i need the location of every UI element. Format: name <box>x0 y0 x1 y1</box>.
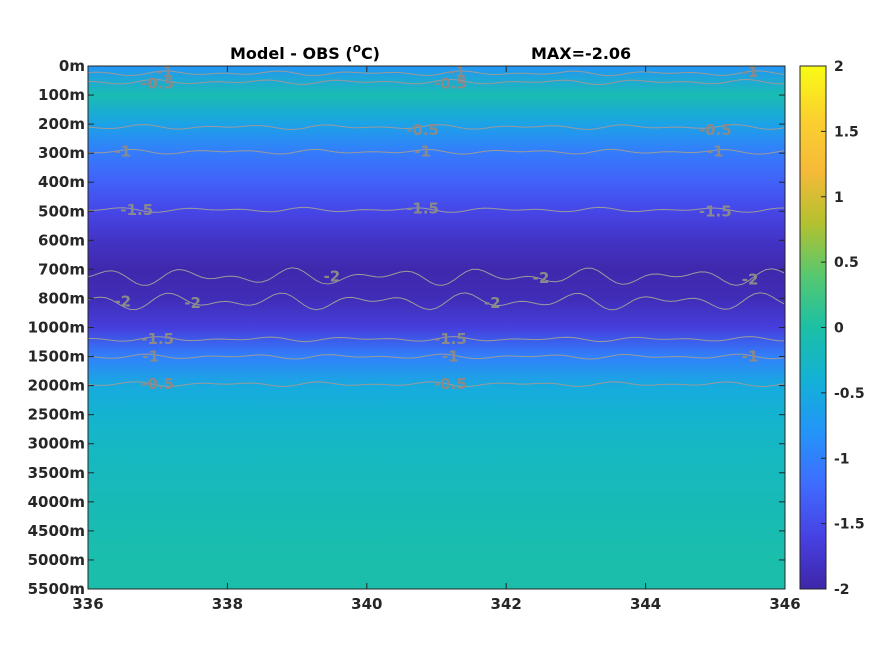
contour-label: -0.5 <box>434 74 467 92</box>
x-tick-label: 342 <box>491 595 522 613</box>
colorbar-tick-label: 0.5 <box>834 255 859 271</box>
contour-label: -0.5 <box>699 121 732 139</box>
y-tick-label: 400m <box>38 173 85 191</box>
colorbar-tick-label: 1 <box>834 190 844 206</box>
contour-line <box>87 336 785 343</box>
colorbar-tick-label: -2 <box>834 582 850 598</box>
contour-line <box>87 78 784 86</box>
colorbar-tick-label: -0.5 <box>834 386 865 402</box>
colorbar-tick-label: 1.5 <box>834 124 859 140</box>
y-tick-label: 2500m <box>28 406 85 424</box>
contour-line <box>87 148 785 155</box>
x-tick-label: 338 <box>212 595 243 613</box>
heatmap-field <box>88 66 785 589</box>
contour-line <box>87 206 785 213</box>
y-axis: 0m 100m 200m 300m 400m 500m 600m 700m 800m 1000m 1… <box>28 57 785 598</box>
contour-label: -2 <box>533 269 550 287</box>
x-tick-label: 346 <box>769 595 800 613</box>
y-tick-label: 1000m <box>28 319 85 337</box>
x-tick-label: 340 <box>351 595 382 613</box>
contour-label: -2 <box>324 268 341 286</box>
y-tick-label: 600m <box>38 231 85 249</box>
y-tick-label: 0m <box>59 57 85 75</box>
contour-label: -1 <box>114 143 131 161</box>
contour-label: -1 <box>442 348 459 366</box>
x-axis: 336 338 340 342 344 346 <box>72 66 801 613</box>
contour-label: -1 <box>742 348 759 366</box>
y-tick-label: 200m <box>38 115 85 133</box>
y-tick-label: 4500m <box>28 522 85 540</box>
contour-label: -1 <box>707 143 724 161</box>
contour-label: -1 <box>142 348 159 366</box>
contour-label: -1.5 <box>699 202 732 220</box>
contour-labels: -1-0.5-1-0.5-1-0.5 -0.5-1 -1 -1-1.5 -1.5 -1.5… <box>114 63 758 393</box>
contour-line <box>87 292 785 311</box>
y-tick-label: 5000m <box>28 551 85 569</box>
contour-label: -1.5 <box>406 199 439 217</box>
y-tick-label: 3000m <box>28 435 85 453</box>
y-tick-label: 3500m <box>28 464 85 482</box>
y-tick-label: 1500m <box>28 348 85 366</box>
y-tick-label: 4000m <box>28 493 85 511</box>
y-tick-label: 500m <box>38 202 85 220</box>
chart-max-label: MAX=-2.06 <box>531 44 631 63</box>
contour-label: -2 <box>484 294 501 312</box>
contour-line <box>87 381 785 388</box>
contour-line <box>87 70 785 77</box>
colorbar-tick-label: 0 <box>834 321 844 337</box>
contour-label: -1 <box>449 63 466 81</box>
contour-label: -1 <box>742 63 759 81</box>
x-tick-label: 344 <box>630 595 661 613</box>
contour-label: -1.5 <box>434 330 467 348</box>
contour-line <box>87 353 785 360</box>
contour-label: -1.5 <box>120 201 153 219</box>
y-tick-label: 300m <box>38 144 85 162</box>
contour-lines <box>87 70 785 388</box>
colorbar-tick-label: -1.5 <box>834 517 865 533</box>
y-tick-label: 100m <box>38 86 85 104</box>
contour-label: -2 <box>742 271 759 289</box>
x-tick-label: 336 <box>72 595 103 613</box>
contour-label: -1 <box>156 63 173 81</box>
contour-line <box>87 124 785 131</box>
contour-label: -0.5 <box>406 121 439 139</box>
contour-label: -1.5 <box>141 330 174 348</box>
y-tick-label: 5500m <box>28 580 85 598</box>
colorbar-tick-label: 2 <box>834 59 844 75</box>
contour-label: -2 <box>114 292 131 310</box>
contour-line <box>87 267 785 286</box>
y-tick-label: 800m <box>38 289 85 307</box>
contour-label: -2 <box>184 294 201 312</box>
chart-title: Model - OBS (oC) <box>230 41 380 63</box>
contour-label: -0.5 <box>434 375 467 393</box>
contour-label: -0.5 <box>141 375 174 393</box>
colorbar-tick-label: -1 <box>834 451 850 467</box>
contour-label: -0.5 <box>141 74 174 92</box>
y-tick-label: 700m <box>38 260 85 278</box>
y-tick-label: 2000m <box>28 377 85 395</box>
colorbar-axis: 2 1.5 1 0.5 0 -0.5 -1 -1.5 -2 <box>821 59 865 598</box>
contour-label: -1 <box>414 143 431 161</box>
